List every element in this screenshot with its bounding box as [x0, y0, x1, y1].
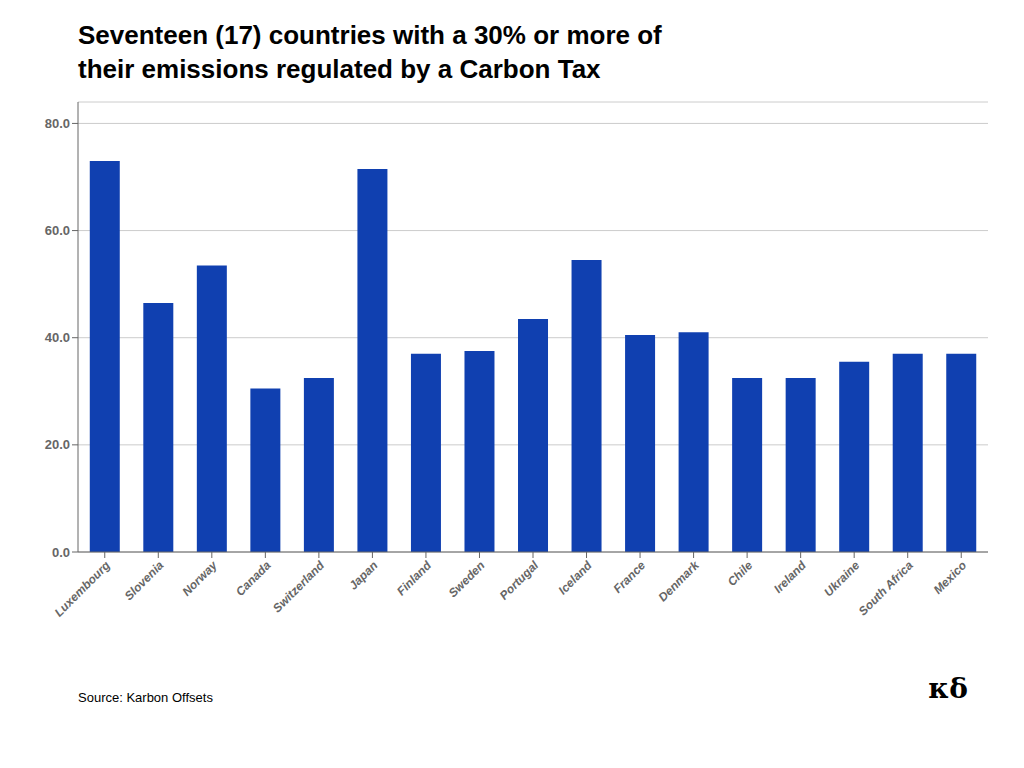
- html-text:κδ: κδ: [928, 672, 968, 705]
- svg-text:0.0: 0.0: [52, 545, 70, 560]
- svg-text:Chile: Chile: [725, 558, 756, 589]
- svg-text:60.0: 60.0: [45, 223, 70, 238]
- svg-text:Norway: Norway: [179, 557, 220, 598]
- svg-text:20.0: 20.0: [45, 437, 70, 452]
- svg-text:Ukraine: Ukraine: [821, 558, 862, 599]
- svg-text:40.0: 40.0: [45, 330, 70, 345]
- svg-text:France: France: [610, 558, 648, 596]
- svg-text:Ireland: Ireland: [771, 558, 809, 596]
- svg-text:Switzerland: Switzerland: [270, 558, 328, 616]
- svg-text:Mexico: Mexico: [931, 558, 970, 597]
- svg-text:Canada: Canada: [233, 558, 274, 599]
- svg-text:Luxembourg: Luxembourg: [52, 558, 114, 620]
- svg-text:Denmark: Denmark: [656, 557, 703, 604]
- svg-text:Iceland: Iceland: [556, 558, 596, 598]
- html-text:Seventeen (17) countries with: Seventeen (17) countries with a 30% or m…: [78, 20, 662, 50]
- svg-text:Japan: Japan: [346, 558, 380, 592]
- svg-text:Finland: Finland: [394, 558, 435, 599]
- svg-text:South Africa: South Africa: [856, 558, 916, 618]
- svg-text:Sweden: Sweden: [446, 558, 488, 600]
- html-text:Source: Karbon Offsets: Source: Karbon Offsets: [78, 690, 213, 705]
- svg-text:80.0: 80.0: [45, 116, 70, 131]
- html-text:their emissions regulated by a: their emissions regulated by a Carbon Ta…: [78, 54, 601, 84]
- svg-text:Portugal: Portugal: [497, 558, 542, 603]
- svg-text:Slovenia: Slovenia: [122, 558, 167, 603]
